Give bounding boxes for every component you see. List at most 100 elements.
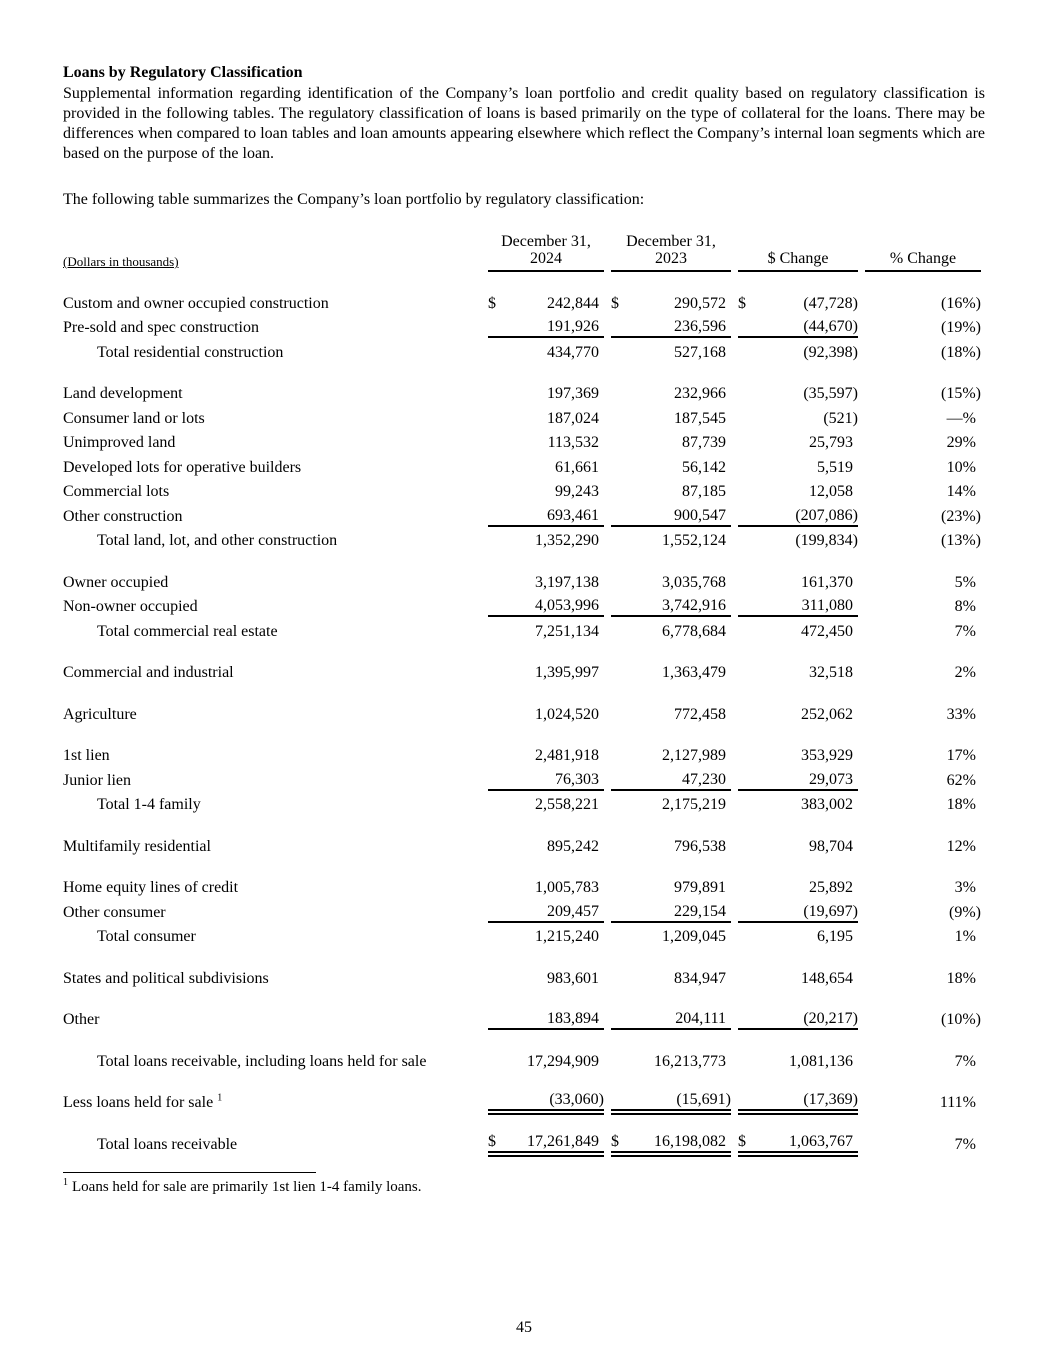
column-gap [731, 337, 738, 362]
column-gap [858, 741, 865, 766]
table-row: Home equity lines of credit 1,005,783 979,… [63, 873, 981, 898]
value-pct-change: 12% [946, 837, 976, 855]
value-2023: 3,742,916 [611, 591, 731, 617]
column-gap [858, 1088, 865, 1113]
footnote-divider [63, 1171, 316, 1173]
row-label: Owner occupied [63, 573, 169, 591]
table-row: Commercial and industrial 1,395,997 1,363,… [63, 658, 981, 683]
value-2023: 232,966 [674, 385, 726, 402]
value-2023: $16,198,082 [611, 1129, 731, 1157]
value-pct-change: 18% [946, 969, 976, 987]
row-label: Total loans receivable, including loans … [97, 1052, 427, 1070]
value-2023: 187,545 [674, 409, 726, 427]
row-label: Commercial and industrial [63, 664, 234, 681]
value-2023: 16,213,773 [654, 1052, 726, 1070]
value-pct-change: (10%) [941, 1011, 981, 1028]
value-change: (44,670) [738, 312, 858, 338]
value-2023: $290,572 [611, 294, 726, 312]
value-pct-change: (13%) [941, 532, 981, 549]
row-label: Home equity lines of credit [63, 879, 239, 896]
value-pct-change: (9%) [949, 903, 981, 921]
value-pct-change: 7% [954, 1052, 976, 1070]
value-pct-change: (19%) [941, 319, 981, 336]
column-gap [731, 567, 738, 592]
row-label: Consumer land or lots [63, 409, 205, 427]
value-2023: 900,547 [611, 501, 731, 527]
value-2023: 87,185 [682, 483, 726, 500]
row-label: 1st lien [63, 747, 110, 764]
value-2024: $17,261,849 [488, 1129, 604, 1157]
value-2024: 895,242 [547, 837, 599, 855]
value-2023: 3,035,768 [662, 573, 726, 591]
column-gap [731, 313, 738, 338]
column-gap [731, 790, 738, 815]
dollars-note: (Dollars in thousands) [63, 254, 179, 269]
value-2023: 834,947 [674, 969, 726, 987]
column-gap [858, 477, 865, 502]
spacer-row [63, 1071, 981, 1088]
value-2024: 197,369 [547, 385, 599, 402]
column-gap [731, 831, 738, 856]
row-label: Total loans receivable [97, 1135, 238, 1153]
row-label: Multifamily residential [63, 837, 211, 855]
column-gap [604, 313, 611, 338]
column-gap [731, 1046, 738, 1071]
value-pct-change: (18%) [941, 343, 981, 361]
column-gap [858, 897, 865, 922]
table-row: 1st lien 2,481,918 2,127,989 353,929 17% [63, 741, 981, 766]
column-gap [731, 452, 738, 477]
table-row: Agriculture 1,024,520 772,458 252,062 33% [63, 699, 981, 724]
column-gap [604, 790, 611, 815]
column-gap [604, 873, 611, 898]
row-label: Other construction [63, 507, 183, 525]
column-gap [731, 616, 738, 641]
currency-symbol: $ [738, 1132, 746, 1150]
column-gap [604, 1046, 611, 1071]
column-gap [731, 922, 738, 947]
column-gap [604, 1129, 611, 1154]
value-change: 25,892 [809, 879, 853, 896]
value-change: 25,793 [809, 434, 853, 451]
column-gap [731, 477, 738, 502]
spacer-row [63, 814, 981, 831]
row-label: Unimproved land [63, 434, 176, 451]
column-gap [731, 1088, 738, 1113]
column-gap [604, 567, 611, 592]
value-2024: 1,005,783 [535, 879, 599, 896]
table-row: Total land, lot, and other construction 1… [63, 526, 981, 551]
value-pct-change: 62% [946, 771, 976, 789]
page-number: 45 [516, 1319, 532, 1336]
currency-symbol: $ [611, 294, 619, 312]
value-2024: $242,844 [488, 294, 599, 312]
value-2024: 61,661 [555, 458, 599, 476]
value-2023: 2,175,219 [662, 796, 726, 813]
column-gap [731, 658, 738, 683]
column-gap [604, 699, 611, 724]
value-pct-change: 5% [954, 573, 976, 591]
spacer-row [63, 1029, 981, 1046]
value-pct-change: (16%) [941, 294, 981, 312]
spacer-row [63, 550, 981, 567]
table-row: Total 1-4 family 2,558,221 2,175,219 383,00… [63, 790, 981, 815]
value-change: 311,080 [738, 591, 858, 617]
column-gap [731, 501, 738, 526]
value-2023: 87,739 [682, 434, 726, 451]
value-2024: 1,024,520 [535, 705, 599, 723]
column-gap [858, 922, 865, 947]
column-gap [858, 452, 865, 477]
row-label: Other consumer [63, 903, 166, 921]
value-2023: 56,142 [682, 458, 726, 476]
value-change: (35,597) [803, 385, 858, 402]
loan-table-body: Custom and owner occupied construction $2… [63, 271, 981, 1157]
value-pct-change: (23%) [941, 507, 981, 525]
column-gap [604, 337, 611, 362]
value-change: (521) [823, 409, 858, 427]
value-change: 98,704 [809, 837, 853, 855]
value-2024: 99,243 [555, 483, 599, 500]
column-gap [731, 741, 738, 766]
footnote: 1 Loans held for sale are primarily 1st l… [63, 1177, 985, 1197]
loan-table: (Dollars in thousands) December 31, 2024… [63, 233, 981, 1157]
value-pct-change: 10% [946, 458, 976, 476]
table-row: Multifamily residential 895,242 796,538 98,… [63, 831, 981, 856]
